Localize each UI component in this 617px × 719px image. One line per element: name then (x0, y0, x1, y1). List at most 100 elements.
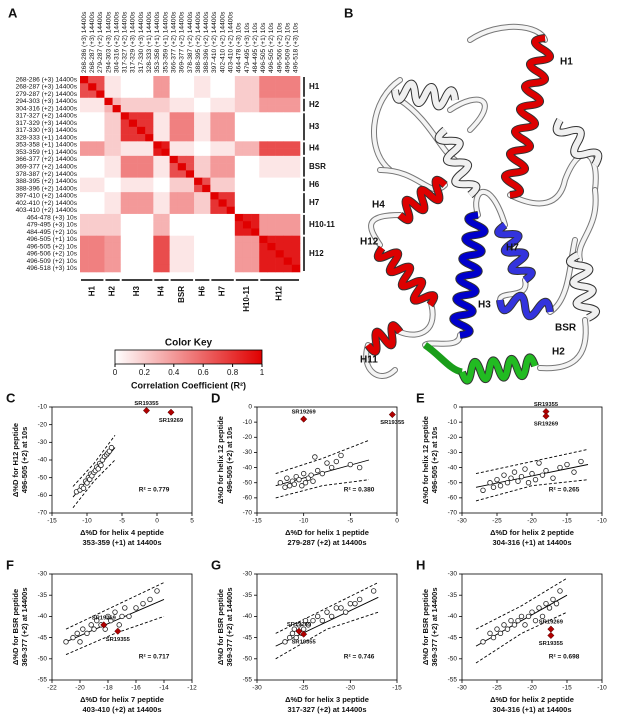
heat-cell (137, 105, 146, 113)
heat-cell (283, 170, 293, 178)
heat-cell (137, 199, 146, 207)
heat-cell (267, 228, 276, 237)
heat-cell (291, 184, 301, 193)
heat-cell (112, 112, 122, 120)
structure-label: H12 (360, 237, 379, 248)
loop (372, 78, 402, 172)
row-label: 402-410 (+2) 14400s (16, 200, 78, 207)
point (546, 605, 553, 611)
heat-cell (267, 250, 276, 258)
heat-cell (185, 119, 195, 128)
heat-cell (218, 134, 227, 142)
heat-cell (202, 221, 211, 229)
heat-cell (259, 105, 268, 113)
plot-frame (256, 573, 398, 681)
structure-label: H4 (372, 200, 385, 211)
heat-cell (275, 126, 285, 135)
point (333, 605, 340, 611)
confidence-band (275, 611, 379, 660)
point (490, 484, 497, 490)
heat-cell (234, 141, 244, 149)
heat-cell (259, 134, 268, 142)
heat-cell (128, 83, 138, 91)
heat-cell (96, 134, 105, 142)
heat-cell (194, 177, 203, 186)
point (88, 622, 94, 628)
point (497, 483, 504, 489)
loop (474, 189, 507, 227)
heat-cell (177, 148, 187, 157)
heat-cell (88, 126, 97, 135)
heat-cell (202, 90, 211, 99)
point (319, 470, 326, 477)
row-group-label: H3 (309, 122, 320, 131)
plot-frame (51, 573, 193, 681)
heat-cell (80, 90, 89, 99)
heat-cell (96, 235, 105, 244)
heat-cell (96, 105, 105, 113)
heat-cell (226, 112, 236, 120)
x-tick-label: -16 (131, 685, 141, 692)
heat-cell (112, 206, 122, 215)
col-label: 366-377 (+2) 14400s (170, 11, 177, 73)
point (291, 481, 298, 487)
point (70, 634, 76, 641)
heat-cell (283, 228, 293, 237)
heat-cell (145, 250, 154, 258)
heat-cell (120, 163, 130, 171)
heat-cell (194, 134, 203, 142)
point (494, 626, 500, 632)
heat-cell (210, 76, 219, 84)
point (112, 609, 118, 615)
heat-cell (96, 170, 105, 178)
heat-cell (153, 141, 162, 149)
col-label: 496-506 (+2) 10s (276, 22, 283, 73)
point (333, 458, 340, 465)
heat-cell (226, 213, 236, 222)
heat-cell (112, 105, 122, 113)
heat-cell (291, 90, 301, 99)
point (77, 639, 83, 645)
heat-cell (169, 83, 179, 91)
heat-cell (251, 206, 260, 215)
heat-cell (218, 126, 227, 135)
x-axis-label: Δ%D for helix 2 peptide (490, 695, 574, 704)
r-squared: R² = 0.779 (139, 486, 170, 493)
point (296, 622, 302, 628)
col-label: 403-410 (+2) 14400s (227, 11, 234, 73)
heat-cell (161, 105, 170, 113)
heat-cell (137, 134, 146, 142)
heat-cell (145, 228, 154, 237)
heat-cell (291, 155, 301, 164)
point (518, 613, 525, 620)
y-tick-label: -50 (243, 479, 253, 486)
point (286, 634, 293, 641)
highlight-point (100, 621, 108, 629)
heat-cell (96, 250, 105, 258)
heat-cell (137, 119, 146, 128)
heat-cell (96, 163, 105, 171)
heat-cell (145, 206, 154, 215)
heat-cell (275, 206, 285, 215)
point (497, 630, 504, 637)
heat-cell (169, 192, 179, 200)
heat-cell (177, 112, 187, 120)
point (352, 600, 358, 607)
heat-cell (185, 235, 195, 244)
helix (501, 35, 554, 198)
heat-cell (226, 126, 236, 135)
point (147, 596, 153, 603)
heat-cell (259, 163, 268, 171)
heat-cell (267, 199, 276, 207)
x-tick-label: 0 (155, 518, 159, 525)
heat-cell (242, 97, 252, 106)
point (84, 480, 90, 486)
confidence-band (475, 577, 568, 630)
heat-cell (169, 199, 179, 207)
heat-cell (88, 257, 97, 266)
heat-cell (218, 90, 227, 99)
heat-cell (112, 250, 122, 258)
heat-cell (242, 134, 252, 142)
heat-cell (145, 119, 154, 128)
y-tick-label: 0 (248, 404, 252, 411)
